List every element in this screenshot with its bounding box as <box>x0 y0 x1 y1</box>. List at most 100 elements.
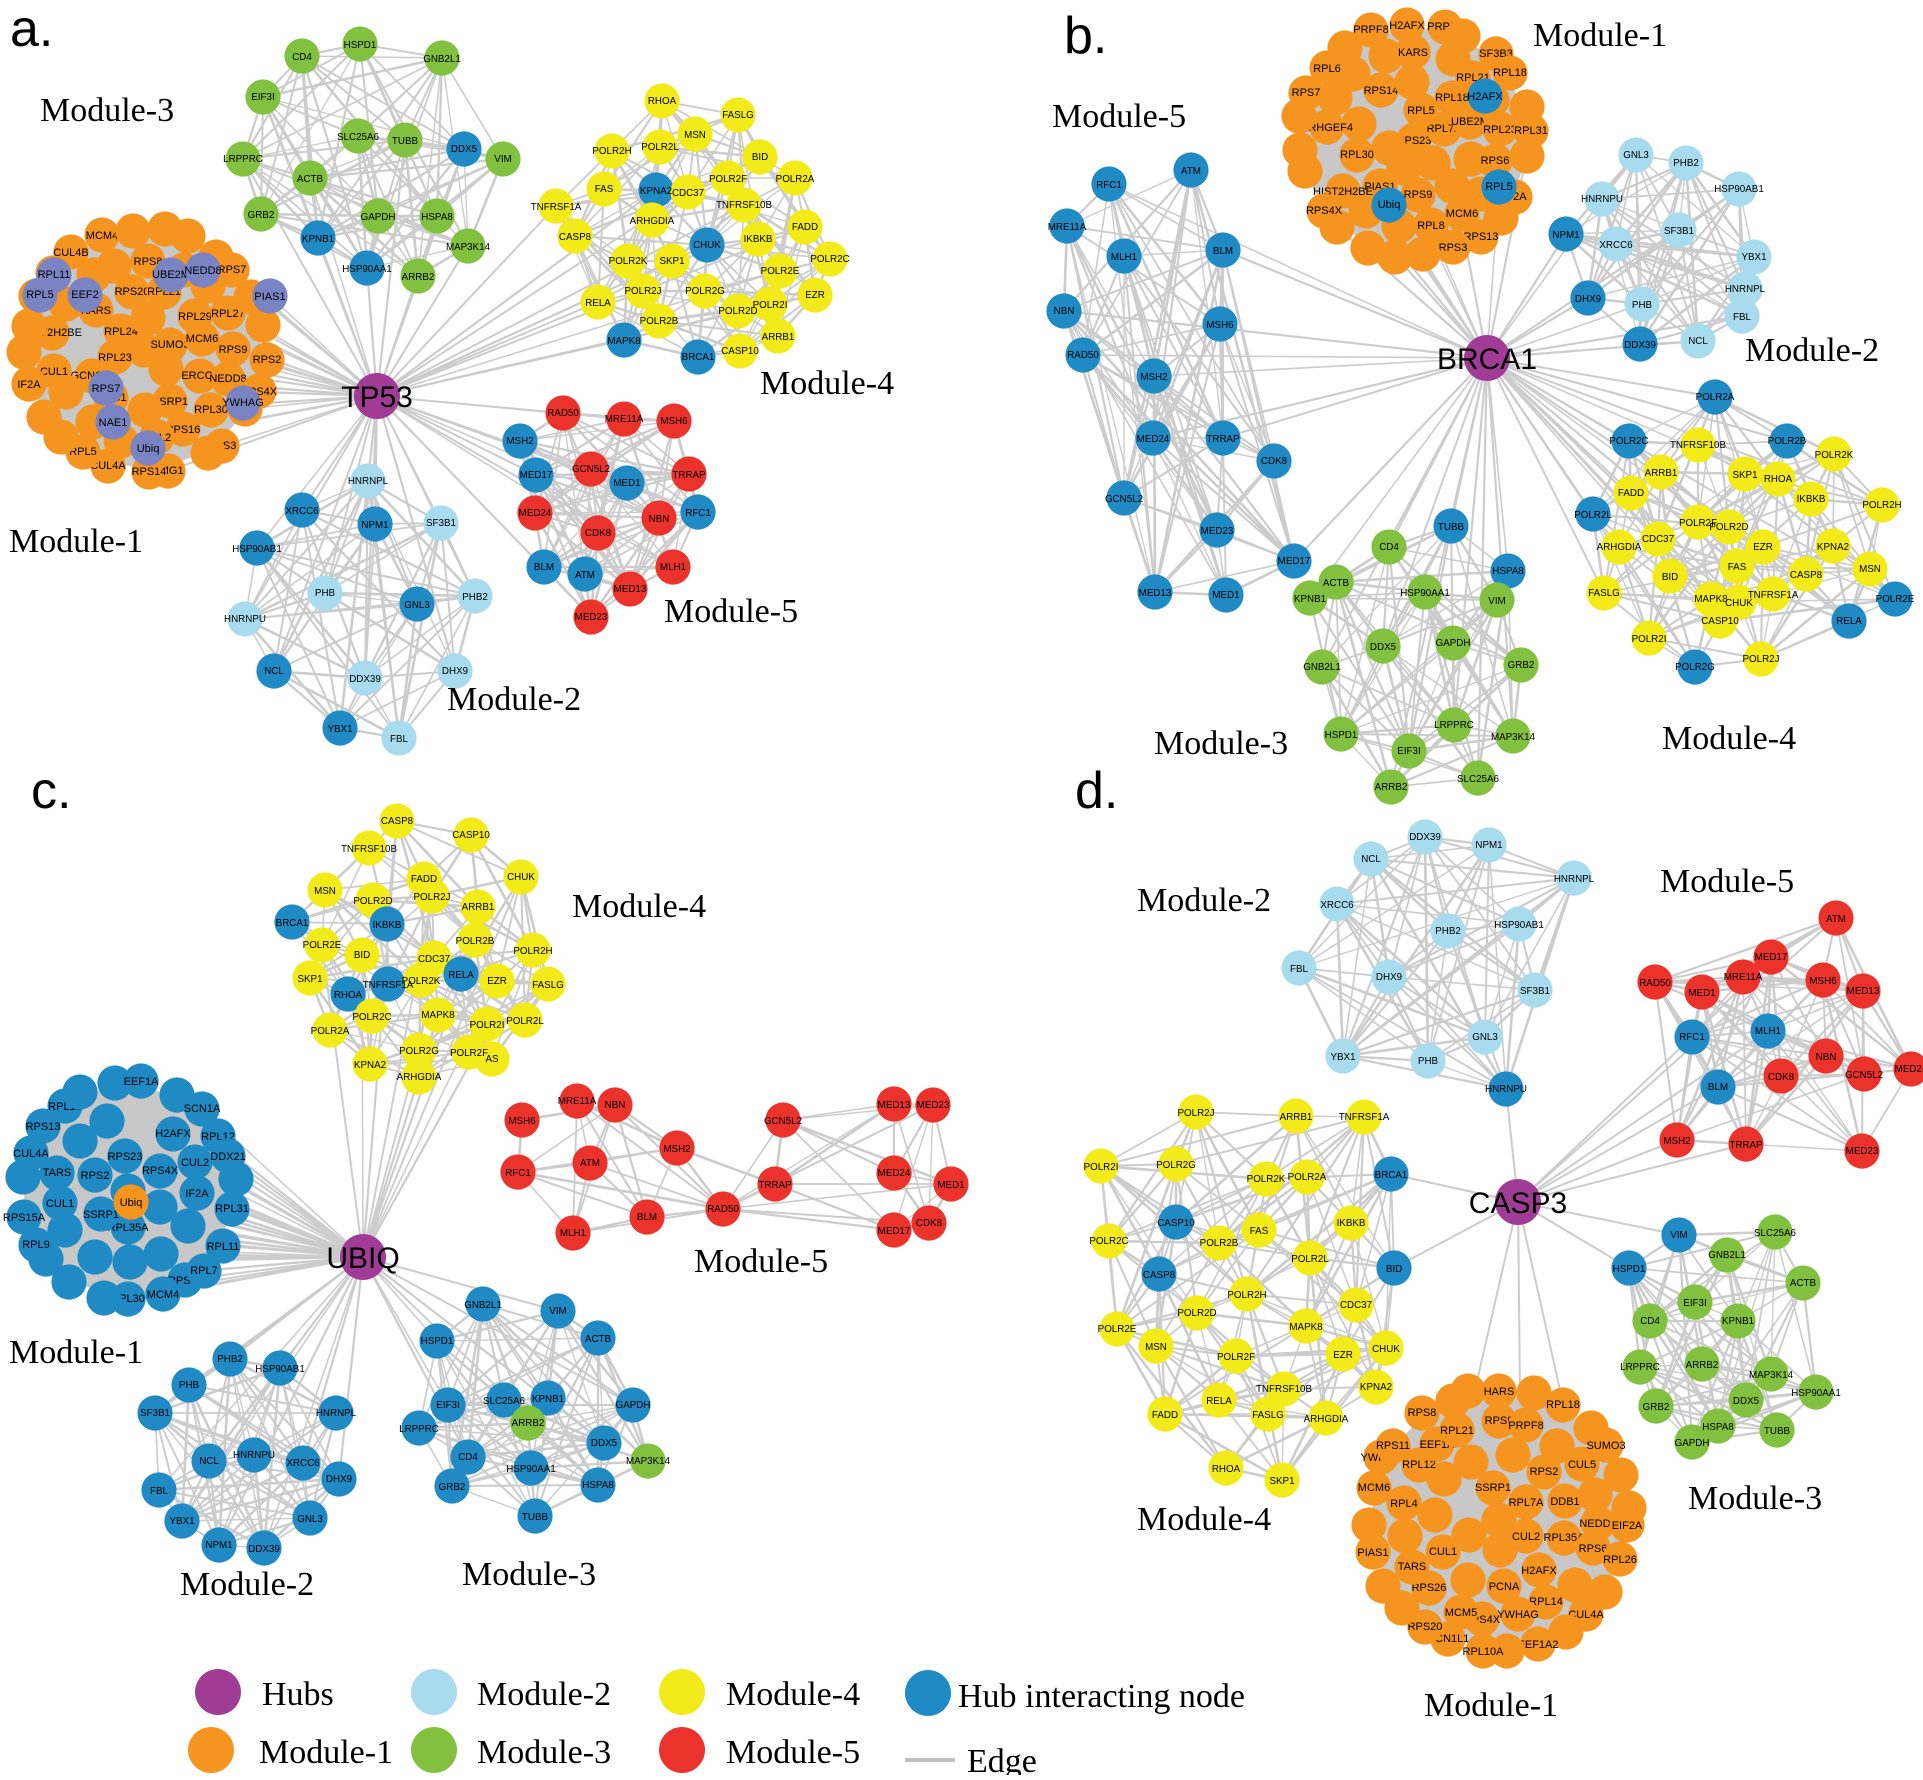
svg-text:GNB2L1: GNB2L1 <box>464 1300 502 1311</box>
svg-text:ATM: ATM <box>580 1158 600 1169</box>
svg-text:SLC25A6: SLC25A6 <box>1754 1228 1796 1239</box>
svg-text:RPL5: RPL5 <box>1407 105 1435 117</box>
svg-text:EIF3I: EIF3I <box>251 92 274 103</box>
svg-text:DDX39: DDX39 <box>248 1544 280 1555</box>
svg-text:Module-5: Module-5 <box>694 1243 828 1280</box>
svg-text:SF3B1: SF3B1 <box>140 1408 170 1419</box>
svg-text:CUL1: CUL1 <box>46 1198 74 1210</box>
svg-text:Module-5: Module-5 <box>726 1734 860 1771</box>
svg-text:HNRNPL: HNRNPL <box>1554 874 1595 885</box>
svg-text:Ubiq: Ubiq <box>1378 199 1401 211</box>
svg-text:GRB2: GRB2 <box>248 210 275 221</box>
svg-text:TNFRSF1A: TNFRSF1A <box>531 202 582 213</box>
svg-text:RPS15A: RPS15A <box>3 1212 46 1224</box>
svg-text:NPM1: NPM1 <box>1552 230 1579 241</box>
svg-text:RPL11: RPL11 <box>207 1241 240 1253</box>
svg-text:SUMO3: SUMO3 <box>150 339 189 351</box>
svg-text:BID: BID <box>1386 1264 1402 1275</box>
svg-text:POLR2B: POLR2B <box>1200 1238 1239 1249</box>
svg-text:MCM6: MCM6 <box>1358 1482 1390 1494</box>
svg-text:CHUK: CHUK <box>507 872 535 883</box>
svg-text:CASP8: CASP8 <box>559 232 592 243</box>
svg-text:HSP90AA1: HSP90AA1 <box>342 264 392 275</box>
svg-text:RPL18: RPL18 <box>1493 67 1527 79</box>
svg-text:XRCC6: XRCC6 <box>1320 900 1354 911</box>
svg-text:TUBB: TUBB <box>522 1512 549 1523</box>
svg-text:POLR2L: POLR2L <box>506 1016 544 1027</box>
svg-text:CUL5: CUL5 <box>1568 1459 1596 1471</box>
svg-text:HSP90AB1: HSP90AB1 <box>255 1364 305 1375</box>
svg-text:ARHGDIA: ARHGDIA <box>1304 1414 1349 1425</box>
svg-text:BID: BID <box>1662 572 1678 583</box>
svg-text:DHX9: DHX9 <box>1575 294 1601 305</box>
svg-text:MRE11A: MRE11A <box>1048 222 1087 233</box>
svg-text:RPL18: RPL18 <box>1546 1399 1580 1411</box>
svg-text:TUBB: TUBB <box>1438 522 1465 533</box>
svg-text:CUL4A: CUL4A <box>1568 1609 1604 1621</box>
svg-text:d.: d. <box>1075 762 1118 820</box>
svg-text:PHB2: PHB2 <box>1673 158 1699 169</box>
svg-text:c.: c. <box>31 762 71 820</box>
svg-text:VIM: VIM <box>494 154 511 165</box>
svg-text:Module-1: Module-1 <box>9 1334 143 1371</box>
svg-text:VIM: VIM <box>1488 596 1505 607</box>
svg-text:GRB2: GRB2 <box>1643 1402 1670 1413</box>
svg-text:TNFRSF10B: TNFRSF10B <box>341 844 398 855</box>
svg-text:HSP90AB1: HSP90AB1 <box>1494 920 1544 931</box>
svg-text:ARRB2: ARRB2 <box>402 272 435 283</box>
svg-text:UBE2M: UBE2M <box>1451 116 1489 128</box>
svg-text:GNB2L1: GNB2L1 <box>1708 1250 1746 1261</box>
svg-text:POLR2B: POLR2B <box>456 936 495 947</box>
svg-text:RHOA: RHOA <box>1212 1464 1241 1475</box>
svg-text:MSH2: MSH2 <box>1140 372 1167 383</box>
svg-text:IF2A: IF2A <box>185 1188 209 1200</box>
svg-text:RPL8: RPL8 <box>1417 220 1445 232</box>
svg-text:LRPPRC: LRPPRC <box>399 1424 439 1435</box>
svg-text:MSH6: MSH6 <box>1809 976 1837 987</box>
svg-text:YWHAG: YWHAG <box>222 397 264 409</box>
svg-text:POLR2L: POLR2L <box>641 142 679 153</box>
svg-text:EIF3I: EIF3I <box>1683 1298 1706 1309</box>
svg-text:MED17: MED17 <box>520 470 553 481</box>
svg-text:ATM: ATM <box>1181 166 1201 177</box>
svg-text:RPS8: RPS8 <box>134 256 163 268</box>
svg-text:MSN: MSN <box>1859 564 1881 575</box>
svg-text:PIAS1: PIAS1 <box>254 291 285 303</box>
svg-text:POLR2G: POLR2G <box>399 1046 439 1057</box>
svg-text:SCN1A: SCN1A <box>184 1103 221 1115</box>
svg-text:RPS7: RPS7 <box>1292 87 1321 99</box>
svg-text:BRCA1: BRCA1 <box>1375 1170 1408 1181</box>
svg-text:CASP10: CASP10 <box>1701 616 1739 627</box>
svg-text:POLR2J: POLR2J <box>1742 654 1779 665</box>
svg-text:Module-4: Module-4 <box>760 365 894 402</box>
svg-text:PHB2: PHB2 <box>1435 926 1461 937</box>
svg-text:HSPD1: HSPD1 <box>1613 1264 1646 1275</box>
svg-text:TNFRSF1A: TNFRSF1A <box>363 980 414 991</box>
svg-text:MSN: MSN <box>314 886 336 897</box>
svg-text:RPS4X: RPS4X <box>1306 205 1343 217</box>
svg-text:RPS14: RPS14 <box>1364 85 1399 97</box>
svg-text:POLR2F: POLR2F <box>450 1048 488 1059</box>
svg-text:Module-2: Module-2 <box>1745 332 1879 369</box>
svg-text:TUBB: TUBB <box>392 136 419 147</box>
svg-text:RFC1: RFC1 <box>1679 1032 1705 1043</box>
svg-text:TNFRSF10B: TNFRSF10B <box>1256 1384 1313 1395</box>
svg-text:POLR2C: POLR2C <box>1089 1236 1128 1247</box>
svg-text:ACTB: ACTB <box>297 174 324 185</box>
svg-text:CDK8: CDK8 <box>916 1218 943 1229</box>
svg-text:UBIQ: UBIQ <box>326 1242 399 1275</box>
svg-text:GNB2L1: GNB2L1 <box>1303 662 1341 673</box>
svg-text:ERCC4: ERCC4 <box>181 370 218 382</box>
svg-text:RPL35A: RPL35A <box>108 1222 150 1234</box>
svg-text:RPS6: RPS6 <box>1481 155 1510 167</box>
svg-text:CASP10: CASP10 <box>721 346 759 357</box>
svg-text:POLR2I: POLR2I <box>470 1020 505 1031</box>
svg-text:ARHGDIA: ARHGDIA <box>397 1072 442 1083</box>
svg-text:CD4: CD4 <box>458 1452 478 1463</box>
svg-text:Module-2: Module-2 <box>180 1566 314 1603</box>
svg-text:CDC37: CDC37 <box>1642 534 1674 545</box>
svg-text:NBN: NBN <box>1054 306 1075 317</box>
svg-text:RAD50: RAD50 <box>707 1204 739 1215</box>
svg-text:NBN: NBN <box>1816 1052 1837 1063</box>
svg-text:MED24: MED24 <box>878 1168 911 1179</box>
